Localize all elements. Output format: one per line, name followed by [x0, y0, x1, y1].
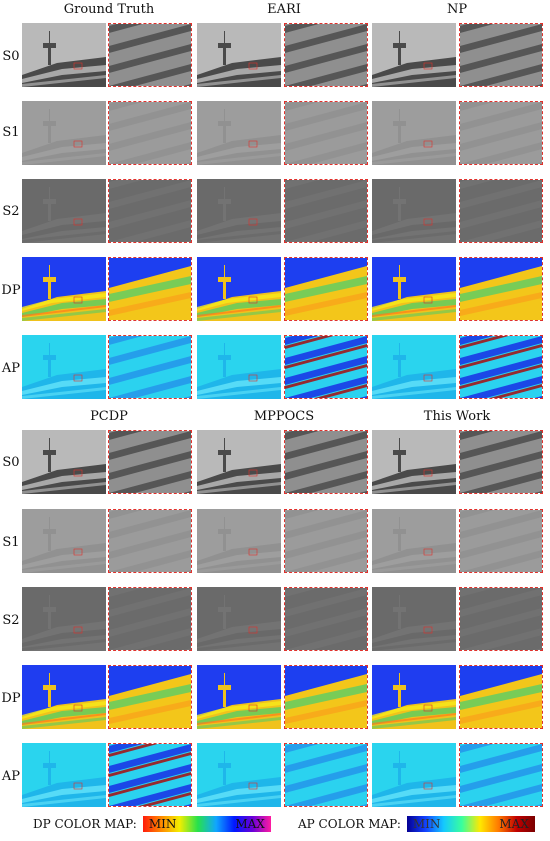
ap-color-bar: MIN MAX	[406, 816, 535, 832]
scene-image	[197, 257, 281, 321]
row-label-s2: S2	[2, 204, 20, 219]
zoom-inset-image	[459, 743, 543, 807]
row-label-s0: S0	[2, 49, 20, 64]
column-header-mppocs: MPPOCS	[253, 409, 315, 424]
dp-max-label: MAX	[235, 817, 265, 831]
zoom-inset-image	[284, 430, 368, 494]
scene-image	[197, 587, 281, 651]
row-label-s2: S2	[2, 613, 20, 628]
scene-image	[197, 101, 281, 165]
row-label-ap: AP	[1, 361, 21, 376]
scene-image	[372, 179, 456, 243]
zoom-inset-image	[108, 179, 192, 243]
scene-image	[197, 335, 281, 399]
scene-image	[22, 430, 106, 494]
scene-image	[22, 587, 106, 651]
scene-image	[372, 101, 456, 165]
zoom-inset-image	[108, 587, 192, 651]
scene-image	[22, 23, 106, 87]
scene-image	[22, 257, 106, 321]
dp-min-label: MIN	[148, 817, 177, 831]
scene-image	[22, 743, 106, 807]
scene-image	[372, 587, 456, 651]
zoom-inset-image	[459, 665, 543, 729]
zoom-inset-image	[108, 335, 192, 399]
scene-image	[22, 665, 106, 729]
zoom-inset-image	[284, 257, 368, 321]
zoom-inset-image	[108, 665, 192, 729]
row-label-s1: S1	[2, 535, 20, 550]
scene-image	[372, 335, 456, 399]
ap-min-label: MIN	[412, 817, 441, 831]
zoom-inset-image	[284, 509, 368, 573]
dp-color-map-legend: DP COLOR MAP: MIN MAX	[33, 816, 271, 832]
scene-image	[372, 509, 456, 573]
zoom-inset-image	[459, 257, 543, 321]
row-label-s0: S0	[2, 455, 20, 470]
scene-image	[197, 23, 281, 87]
row-label-s1: S1	[2, 125, 20, 140]
zoom-inset-image	[108, 743, 192, 807]
row-label-ap: AP	[1, 769, 21, 784]
zoom-inset-image	[108, 509, 192, 573]
scene-image	[372, 665, 456, 729]
scene-image	[197, 179, 281, 243]
scene-image	[197, 430, 281, 494]
scene-image	[22, 509, 106, 573]
dp-color-bar: MIN MAX	[142, 816, 271, 832]
zoom-inset-image	[459, 335, 543, 399]
scene-image	[372, 23, 456, 87]
zoom-inset-image	[459, 179, 543, 243]
scene-image	[197, 743, 281, 807]
column-header-this-work: This Work	[423, 409, 491, 424]
column-header-pcdp: PCDP	[90, 409, 128, 424]
ap-color-map-label: AP COLOR MAP:	[298, 817, 401, 831]
zoom-inset-image	[108, 23, 192, 87]
zoom-inset-image	[284, 101, 368, 165]
column-header-np: NP	[446, 2, 468, 17]
zoom-inset-image	[459, 23, 543, 87]
scene-image	[22, 179, 106, 243]
scene-image	[197, 509, 281, 573]
zoom-inset-image	[459, 509, 543, 573]
ap-color-map-legend: AP COLOR MAP: MIN MAX	[298, 816, 535, 832]
zoom-inset-image	[284, 179, 368, 243]
zoom-inset-image	[284, 743, 368, 807]
scene-image	[372, 257, 456, 321]
zoom-inset-image	[459, 430, 543, 494]
scene-image	[22, 335, 106, 399]
scene-image	[372, 743, 456, 807]
row-label-dp: DP	[1, 283, 21, 298]
zoom-inset-image	[459, 587, 543, 651]
zoom-inset-image	[459, 101, 543, 165]
zoom-inset-image	[284, 587, 368, 651]
row-label-dp: DP	[1, 691, 21, 706]
zoom-inset-image	[108, 101, 192, 165]
column-header-ground-truth: Ground Truth	[63, 2, 155, 17]
scene-image	[22, 101, 106, 165]
zoom-inset-image	[284, 665, 368, 729]
zoom-inset-image	[108, 257, 192, 321]
dp-color-map-label: DP COLOR MAP:	[33, 817, 137, 831]
scene-image	[372, 430, 456, 494]
zoom-inset-image	[284, 335, 368, 399]
scene-image	[197, 665, 281, 729]
ap-max-label: MAX	[499, 817, 529, 831]
column-header-eari: EARI	[267, 2, 301, 17]
zoom-inset-image	[284, 23, 368, 87]
zoom-inset-image	[108, 430, 192, 494]
